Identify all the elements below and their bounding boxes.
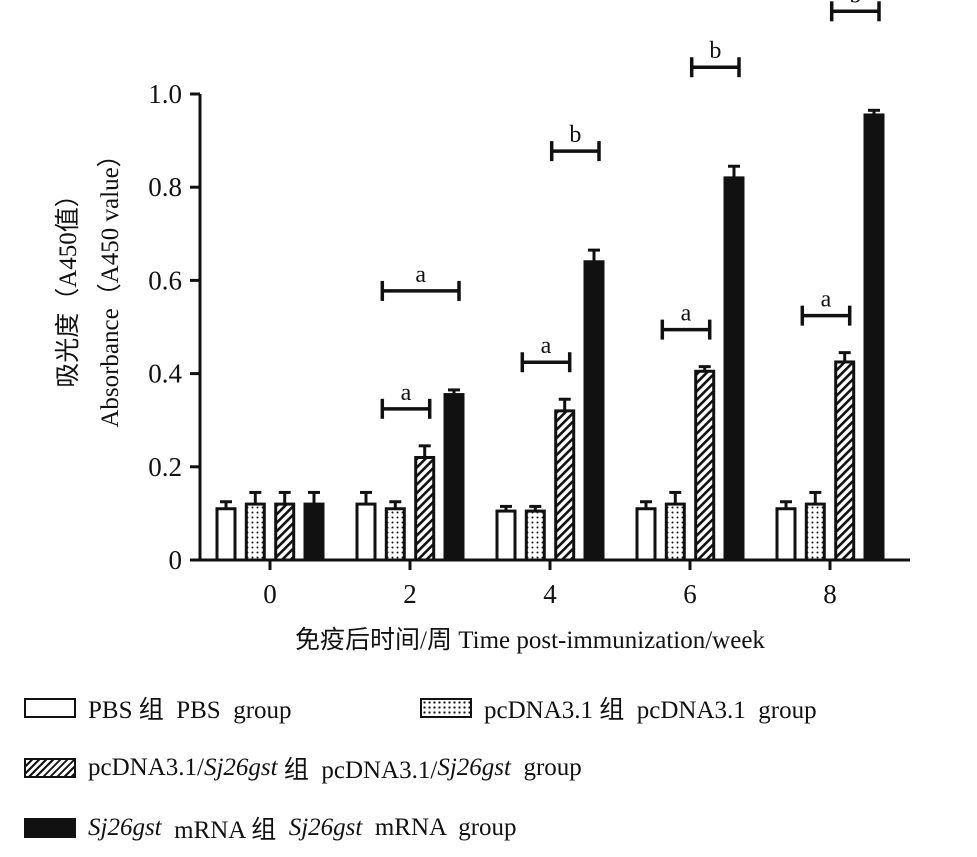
bar-solid-4 <box>583 260 605 562</box>
legend-text: Sj26gst <box>203 754 278 781</box>
y-tick-label: 0.2 <box>148 452 182 482</box>
legend-text: mRNA group <box>362 814 517 841</box>
legend-text: Sj26gst <box>288 814 363 841</box>
y-axis-label-cn: 吸光度（A450值） <box>54 182 82 388</box>
legend-text: Sj26gst <box>88 814 162 841</box>
bar-dotted-0 <box>244 502 266 562</box>
legend-text: 组 pcDNA3.1/ <box>277 757 438 784</box>
bar-hatched-2 <box>414 455 436 562</box>
legend-text: mRNA 组 <box>161 817 289 844</box>
bar-hatched-0 <box>274 502 296 562</box>
bar-solid-2 <box>443 393 465 562</box>
bar-open-2 <box>355 502 377 562</box>
legend-text: pcDNA3.1/ <box>88 754 204 781</box>
bar-dotted-6 <box>664 502 686 562</box>
bar-hatched-4 <box>554 409 576 562</box>
bar-dotted-8 <box>804 502 826 562</box>
legend-swatch <box>420 698 472 718</box>
legend-item-dotted: pcDNA3.1 组 pcDNA3.1 group <box>420 690 817 726</box>
y-axis-label-en: Absorbance（A450 value） <box>96 142 124 427</box>
significance-label: a <box>821 287 832 313</box>
legend-text: PBS 组 PBS group <box>88 697 292 724</box>
bar-solid-6 <box>723 176 745 562</box>
x-tick-label: 6 <box>683 579 697 609</box>
legend-item-hatched: pcDNA3.1/Sj26gst 组 pcDNA3.1/Sj26gst grou… <box>24 750 582 786</box>
bar-open-8 <box>775 507 797 562</box>
bar-dotted-4 <box>524 509 546 562</box>
legend-swatch <box>24 698 76 718</box>
legend-item-open: PBS 组 PBS group <box>24 690 292 726</box>
y-tick-label: 0.8 <box>148 172 182 202</box>
bar-solid-0 <box>303 502 325 562</box>
x-tick-label: 4 <box>543 579 557 609</box>
significance-label: b <box>709 38 721 64</box>
bar-solid-8 <box>863 113 885 562</box>
bar-hatched-6 <box>694 369 716 562</box>
legend-text: Sj26gst <box>437 754 511 781</box>
significance-label: a <box>415 262 426 288</box>
legend-item-solid: Sj26gst mRNA 组 Sj26gst mRNA group <box>24 810 517 846</box>
legend-swatch <box>24 818 76 838</box>
significance-label: b <box>849 0 861 8</box>
significance-label: a <box>541 333 552 359</box>
y-tick-label: 0.6 <box>148 265 182 295</box>
significance-label: b <box>569 122 581 148</box>
bar-dotted-2 <box>384 507 406 562</box>
bar-open-4 <box>495 509 517 562</box>
bar-hatched-8 <box>834 360 856 562</box>
significance-label: a <box>681 301 692 327</box>
significance-label: a <box>401 380 412 406</box>
y-tick-label: 0 <box>169 545 183 575</box>
bar-open-0 <box>215 507 237 562</box>
x-tick-label: 0 <box>263 579 277 609</box>
legend-swatch <box>24 758 76 778</box>
y-tick-label: 0.4 <box>148 359 182 389</box>
legend-text: pcDNA3.1 组 pcDNA3.1 group <box>484 697 817 724</box>
y-tick-label: 1.0 <box>148 79 182 109</box>
legend-text: group <box>510 754 582 781</box>
x-axis-label: 免疫后时间/周 Time post-immunization/week <box>295 626 765 654</box>
bar-open-6 <box>635 507 657 562</box>
x-tick-label: 2 <box>403 579 417 609</box>
x-tick-label: 8 <box>823 579 837 609</box>
